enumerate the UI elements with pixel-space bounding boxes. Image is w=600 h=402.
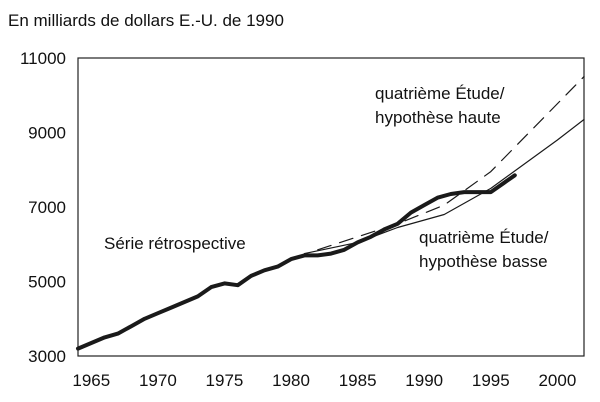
series-line-0 [76,173,517,351]
x-tick-label: 1990 [405,371,443,390]
chart-title: En milliards de dollars E.-U. de 1990 [8,11,284,30]
label-low-1: quatrième Étude/ [419,228,549,247]
label-low-2: hypothèse basse [419,252,548,271]
y-tick-label: 5000 [28,273,66,292]
x-tick-label: 1985 [339,371,377,390]
y-tick-label: 3000 [28,347,66,366]
y-tick-label: 9000 [28,124,66,143]
x-tick-label: 1965 [72,371,110,390]
label-high-2: hypothèse haute [375,108,501,127]
x-tick-label: 1995 [472,371,510,390]
series-line-1 [317,75,585,251]
y-tick-label: 11000 [20,49,66,68]
x-tick-label: 1975 [206,371,244,390]
x-tick-label: 1980 [272,371,310,390]
label-high-1: quatrième Étude/ [375,84,505,103]
y-tick-label: 7000 [28,198,66,217]
x-tick-label: 1970 [139,371,177,390]
x-tick-label: 2000 [538,371,576,390]
label-historical: Série rétrospective [104,234,246,253]
series-line-2 [303,118,585,255]
plot-frame [77,57,585,357]
